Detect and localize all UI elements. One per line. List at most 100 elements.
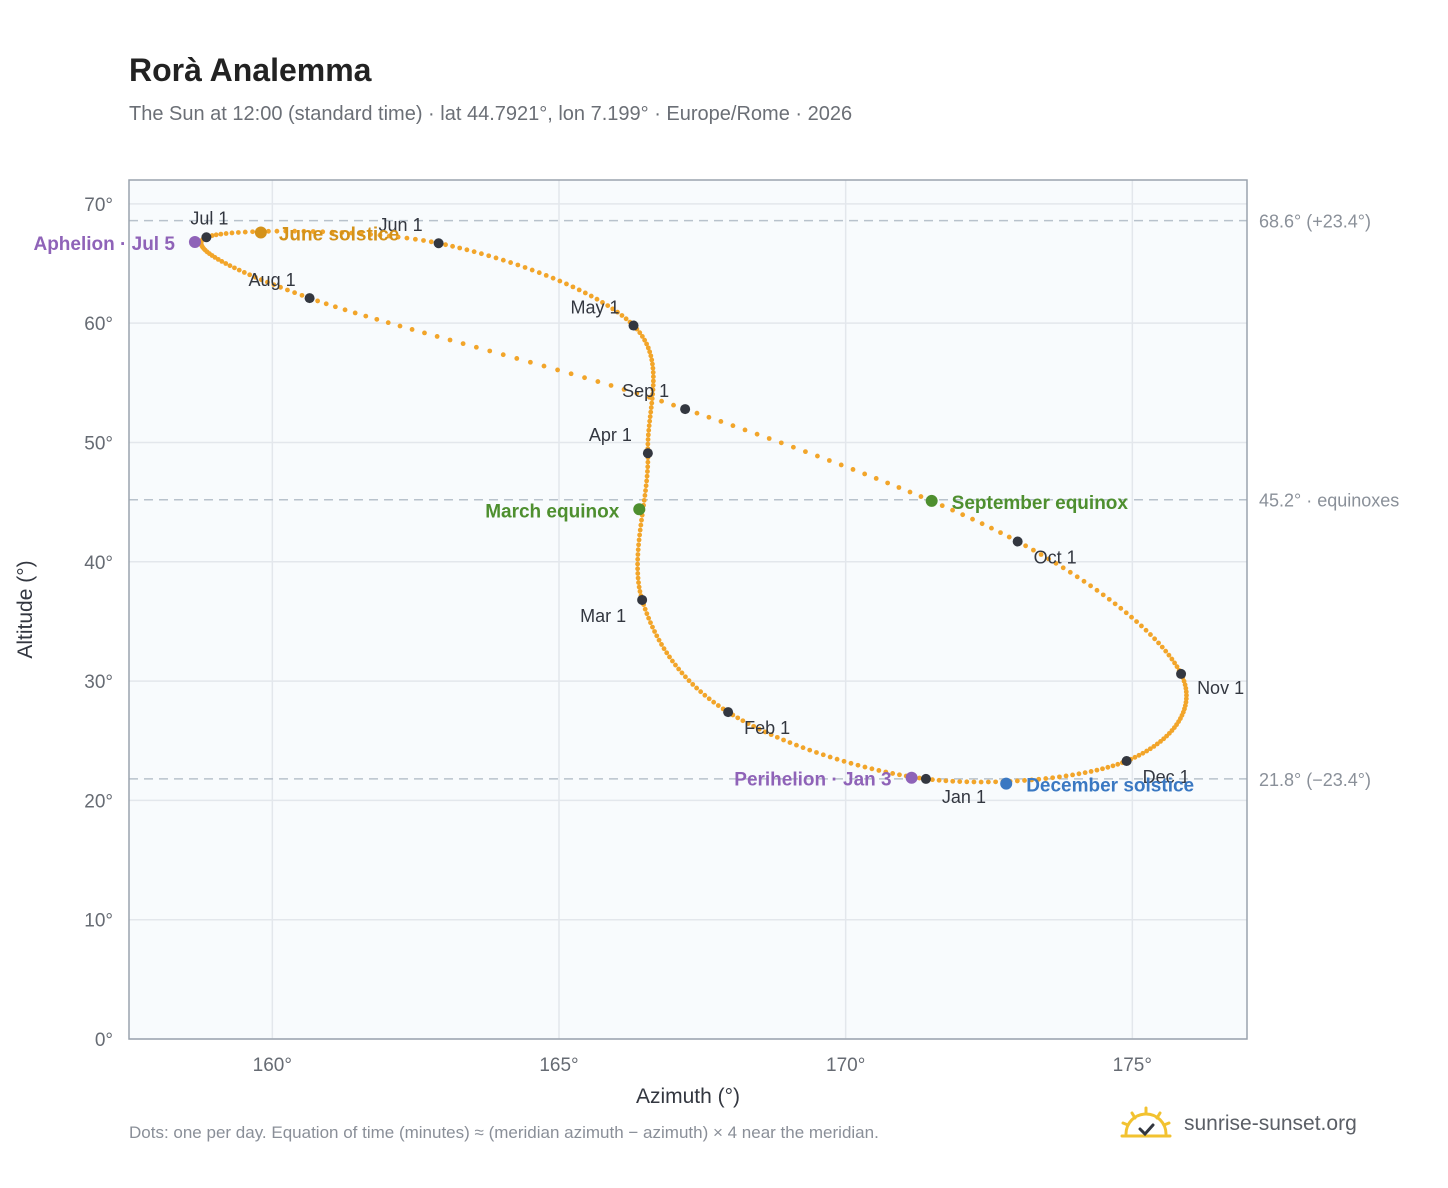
daily-dot [645, 441, 651, 447]
daily-dot [702, 692, 708, 698]
daily-dot [266, 228, 271, 234]
daily-dot [800, 745, 806, 751]
daily-dot [1112, 601, 1118, 607]
daily-dot [1094, 767, 1100, 773]
daily-dot [1100, 766, 1105, 772]
daily-dot [339, 230, 345, 235]
brand-name[interactable]: sunrise-sunset.org [1184, 1112, 1357, 1135]
x-tick-label: 160° [253, 1055, 292, 1076]
reference-line-label: 21.8° (−23.4°) [1259, 770, 1371, 790]
daily-dot [730, 423, 736, 429]
daily-dot [650, 361, 655, 367]
daily-dot [715, 703, 721, 708]
month-marker [1121, 756, 1132, 767]
daily-dot [989, 525, 994, 531]
daily-dot [673, 662, 678, 668]
daily-dot [862, 471, 868, 477]
daily-dot [1118, 605, 1124, 611]
daily-dot [649, 400, 655, 406]
daily-dot [1148, 632, 1153, 637]
daily-dot [636, 580, 641, 585]
daily-dot [751, 723, 757, 729]
daily-dot [690, 681, 696, 687]
daily-dot [1163, 648, 1169, 654]
daily-dot [850, 467, 856, 472]
daily-dot [450, 243, 455, 249]
daily-dot [645, 437, 651, 442]
month-label: Dec 1 [1143, 767, 1190, 787]
daily-dot [1031, 547, 1036, 553]
daily-dot [647, 418, 653, 424]
event-label: June solstice [279, 224, 399, 245]
month-label: Aug 1 [249, 270, 296, 290]
daily-dot [1172, 660, 1177, 666]
month-marker [1176, 668, 1187, 679]
daily-dot [815, 453, 820, 459]
daily-dot [377, 232, 383, 238]
event-marker [905, 771, 918, 784]
daily-dot [667, 654, 672, 660]
daily-dot [637, 527, 643, 533]
daily-dot [637, 330, 643, 336]
plot-area [129, 180, 1247, 1039]
daily-dot [820, 752, 826, 758]
daily-dot [301, 228, 307, 234]
daily-dot [460, 341, 466, 347]
daily-dot [1046, 556, 1052, 562]
daily-dot [1014, 778, 1020, 784]
month-marker [920, 773, 931, 784]
daily-dot [939, 503, 945, 509]
daily-dot [644, 611, 650, 617]
daily-dot [1134, 619, 1139, 624]
daily-dot [869, 766, 875, 772]
daily-dot [229, 230, 235, 236]
event-label: September equinox [952, 493, 1129, 514]
daily-dot [515, 262, 521, 268]
daily-dot [686, 678, 692, 684]
month-marker [723, 707, 734, 718]
daily-dot [1184, 692, 1189, 698]
daily-dot [473, 344, 479, 350]
daily-dot [218, 231, 224, 237]
daily-dot [215, 256, 221, 262]
event-label: December solstice [1026, 776, 1194, 797]
daily-dot [358, 231, 364, 237]
month-marker [433, 238, 444, 249]
daily-dot [643, 483, 649, 489]
daily-dot [576, 287, 582, 293]
daily-dot [486, 253, 492, 259]
daily-dot [862, 764, 868, 770]
daily-dot [315, 298, 321, 304]
daily-dot [227, 263, 233, 269]
daily-dot [646, 615, 652, 621]
daily-dot [650, 365, 656, 371]
daily-dot [781, 737, 786, 743]
daily-dot [1067, 569, 1073, 575]
daily-dot [756, 726, 762, 732]
daily-dot [514, 356, 520, 361]
daily-dot [241, 270, 247, 275]
daily-dot [1053, 560, 1059, 566]
daily-dot [718, 419, 724, 424]
daily-dot [650, 378, 656, 384]
daily-dot [650, 370, 656, 375]
daily-dot [588, 293, 594, 299]
daily-dot [219, 259, 225, 264]
daily-dot [1063, 773, 1069, 779]
daily-dot [848, 760, 854, 766]
daily-dot [642, 493, 648, 498]
daily-dot [635, 552, 641, 557]
daily-dot [957, 779, 963, 784]
daily-dot [536, 270, 542, 276]
daily-dot [794, 742, 799, 748]
daily-dot [943, 778, 949, 784]
daily-dot [642, 606, 648, 612]
daily-dot [970, 516, 975, 522]
daily-dot [896, 485, 902, 490]
brand[interactable]: sunrise-sunset.org [1118, 1100, 1357, 1148]
y-tick-label: 50° [84, 433, 113, 454]
month-marker [304, 293, 315, 304]
axes: 0° 10° 20° 30° 40° 50° 60° 70° 160° 165° 170° 175° A… [14, 195, 1152, 1108]
daily-dot [1060, 565, 1066, 571]
daily-dot [564, 281, 569, 287]
